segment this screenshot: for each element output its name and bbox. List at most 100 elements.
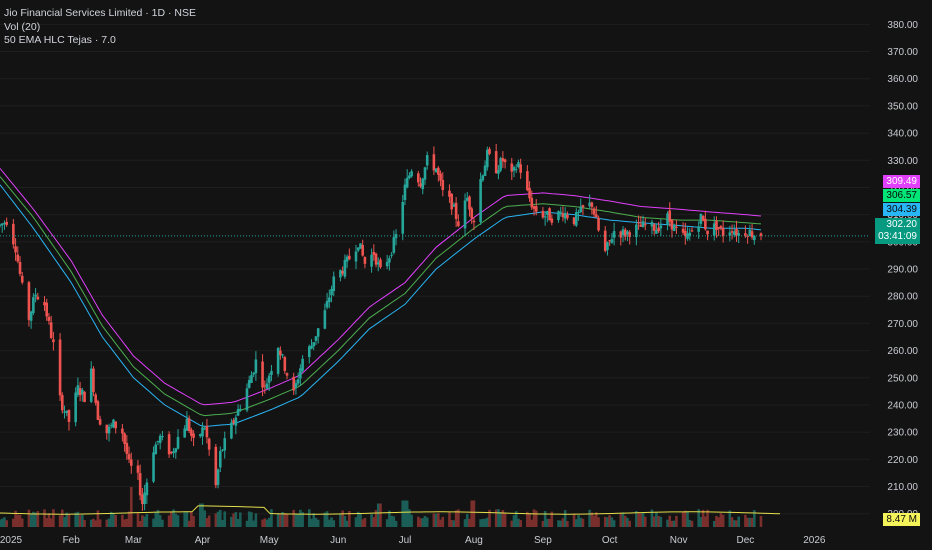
candle-body xyxy=(332,276,336,291)
candle-body xyxy=(276,348,280,374)
volume-bar xyxy=(141,515,144,527)
volume-bar xyxy=(441,516,445,527)
volume-bar xyxy=(323,512,327,527)
volume-bar xyxy=(292,509,296,527)
volume-bar xyxy=(715,515,718,527)
candle-body xyxy=(354,251,358,262)
volume-bar xyxy=(717,517,720,527)
candle-body xyxy=(517,162,520,168)
volume-bar xyxy=(61,509,64,527)
volume-bar xyxy=(296,514,300,527)
volume-bar xyxy=(606,517,609,527)
volume-bar xyxy=(221,519,224,527)
candle-body xyxy=(154,444,158,455)
volume-bar xyxy=(12,518,15,527)
volume-bar xyxy=(114,515,118,527)
volume-bar xyxy=(20,518,24,527)
volume-bar xyxy=(721,514,725,527)
candle-body xyxy=(143,492,146,505)
candle-body xyxy=(121,428,124,434)
volume-bar xyxy=(503,512,507,527)
volume-ma-line xyxy=(0,505,781,515)
candle-body xyxy=(401,202,405,234)
candle-body xyxy=(267,375,271,383)
last-price-value: 302.20 xyxy=(886,219,917,230)
volume-bar xyxy=(579,517,583,527)
volume-bar xyxy=(744,514,747,527)
volume-bar xyxy=(641,512,645,527)
volume-bar xyxy=(363,517,367,527)
candle-body xyxy=(301,358,304,371)
candle-body xyxy=(468,196,471,210)
y-tick-label: 320.00 xyxy=(887,183,918,194)
volume-bar xyxy=(628,520,631,527)
volume-bar xyxy=(98,519,102,527)
candle-body xyxy=(245,388,249,411)
candle-body xyxy=(715,220,718,231)
x-tick-label: Sep xyxy=(534,535,552,546)
indicator-legend[interactable]: 50 EMA HLC Tejas · 7.0 xyxy=(4,34,116,46)
candle-body xyxy=(96,401,100,420)
volume-bar xyxy=(49,518,53,527)
volume-bar xyxy=(129,487,133,527)
volume-bar xyxy=(330,517,333,527)
candle-body xyxy=(574,212,578,226)
candle-body xyxy=(494,151,498,174)
candle-body xyxy=(281,354,284,356)
volume-bar xyxy=(43,509,46,527)
candle-body xyxy=(172,451,175,454)
x-tick-label: Dec xyxy=(736,535,754,546)
candle-body xyxy=(203,428,207,430)
candle-body xyxy=(216,469,220,485)
volume-bar xyxy=(737,516,741,527)
candle-body xyxy=(530,197,534,208)
volume-tag: 8.47 M xyxy=(883,513,920,526)
candle-body xyxy=(543,216,547,218)
candle-body xyxy=(270,370,273,376)
volume-bar xyxy=(190,511,193,527)
candle-body xyxy=(314,336,318,341)
candle-body xyxy=(737,233,741,236)
candle-body xyxy=(701,215,705,221)
volume-bar xyxy=(14,510,17,527)
candle-body xyxy=(448,190,451,197)
volume-bar xyxy=(388,510,391,527)
volume-bar xyxy=(176,515,180,527)
candle-body xyxy=(3,222,6,224)
candle-body xyxy=(192,433,195,438)
candle-body xyxy=(361,245,364,256)
volume-bar xyxy=(372,517,376,527)
volume-bar xyxy=(65,512,69,527)
volume-bar xyxy=(0,519,2,527)
volume-bar xyxy=(550,511,554,527)
y-tick-label: 290.00 xyxy=(887,265,918,276)
candle-body xyxy=(595,214,598,218)
candle-body xyxy=(684,230,687,237)
volume-bar xyxy=(145,514,149,527)
candle-body xyxy=(299,368,302,379)
volume-bar xyxy=(125,518,129,527)
candle-body xyxy=(655,230,658,234)
volume-bar xyxy=(728,510,732,527)
candle-body xyxy=(497,170,500,174)
volume-bar xyxy=(94,520,97,527)
volume-bar xyxy=(58,515,62,527)
candle-body xyxy=(606,242,609,251)
y-tick-label: 220.00 xyxy=(887,455,918,466)
volume-bar xyxy=(234,512,238,527)
x-tick-label: Jul xyxy=(399,535,412,546)
candle-body xyxy=(712,223,716,236)
volume-bar xyxy=(750,517,754,527)
candle-body xyxy=(36,296,40,300)
candle-body xyxy=(557,211,560,221)
volume-bar xyxy=(526,511,529,527)
volume-bar xyxy=(510,520,514,527)
symbol-title[interactable]: Jio Financial Services Limited · 1D · NS… xyxy=(4,7,196,19)
candle-body xyxy=(43,302,46,306)
candle-body xyxy=(63,411,66,413)
volume-legend[interactable]: Vol (20) xyxy=(4,20,41,33)
candle-body xyxy=(472,220,476,223)
volume-bar xyxy=(532,509,536,527)
candle-body xyxy=(123,433,126,444)
